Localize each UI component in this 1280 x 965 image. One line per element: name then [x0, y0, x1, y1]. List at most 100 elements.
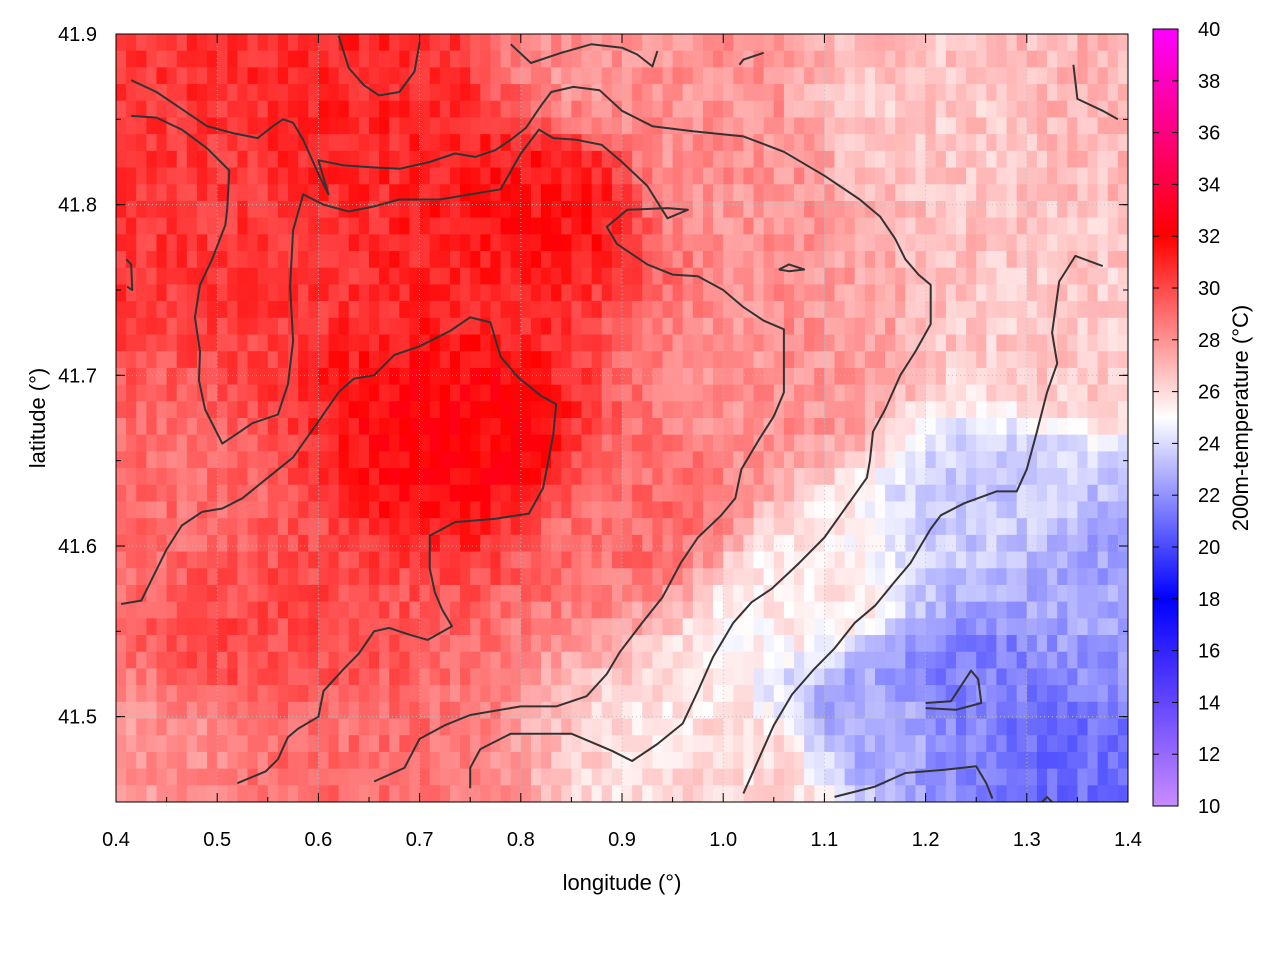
heatmap-cell — [672, 50, 684, 68]
heatmap-cell — [824, 534, 836, 553]
heatmap-cell — [146, 50, 158, 68]
heatmap-cell — [591, 701, 603, 720]
heatmap-cell — [733, 785, 745, 802]
heatmap-cell — [966, 468, 977, 486]
heatmap-cell — [895, 384, 906, 402]
heatmap-cell — [510, 551, 522, 569]
heatmap-cell — [1067, 484, 1078, 503]
heatmap-cell — [1006, 735, 1018, 753]
heatmap-cell — [682, 584, 694, 603]
heatmap-cell — [713, 84, 724, 102]
heatmap-cell — [713, 451, 724, 469]
heatmap-cell — [126, 484, 137, 503]
heatmap-cell — [369, 568, 380, 586]
heatmap-cell — [702, 751, 714, 770]
heatmap-cell — [743, 134, 755, 152]
heatmap-cell — [490, 518, 502, 536]
heatmap-cell — [348, 668, 360, 686]
heatmap-cell — [783, 34, 795, 52]
heatmap-cell — [834, 50, 846, 68]
heatmap-cell — [500, 317, 512, 336]
heatmap-cell — [267, 334, 279, 352]
heatmap-cell — [925, 317, 937, 336]
heatmap-cell — [854, 267, 866, 286]
heatmap-cell — [875, 34, 886, 52]
heatmap-cell — [672, 117, 684, 135]
heatmap-cell — [854, 284, 866, 302]
heatmap-cell — [723, 334, 734, 352]
heatmap-cell — [682, 718, 694, 736]
heatmap-cell — [1107, 100, 1119, 119]
heatmap-cell — [419, 501, 431, 519]
heatmap-cell — [581, 351, 593, 369]
heatmap-cell — [389, 301, 400, 319]
heatmap-cell — [875, 384, 886, 402]
heatmap-cell — [298, 234, 309, 252]
heatmap-cell — [632, 334, 643, 352]
heatmap-cell — [429, 484, 441, 503]
heatmap-cell — [773, 434, 785, 452]
heatmap-cell — [692, 534, 704, 553]
heatmap-cell — [854, 150, 866, 169]
heatmap-cell — [875, 584, 886, 603]
heatmap-cell — [541, 751, 552, 770]
heatmap-cell — [176, 401, 188, 419]
heatmap-cell — [146, 568, 158, 586]
heatmap-cell — [905, 768, 917, 786]
heatmap-cell — [318, 267, 330, 286]
heatmap-cell — [885, 67, 896, 85]
heatmap-cell — [480, 117, 492, 135]
heatmap-cell — [439, 768, 451, 786]
heatmap-cell — [227, 384, 239, 402]
heatmap-cell — [480, 568, 492, 586]
heatmap-cell — [591, 451, 603, 469]
heatmap-cell — [713, 267, 724, 286]
heatmap-cell — [409, 67, 421, 85]
heatmap-cell — [783, 685, 795, 703]
heatmap-cell — [227, 601, 239, 619]
heatmap-cell — [925, 651, 937, 670]
heatmap-cell — [1117, 718, 1128, 736]
heatmap-cell — [166, 751, 178, 770]
heatmap-cell — [601, 584, 613, 603]
heatmap-cell — [530, 117, 542, 135]
heatmap-cell — [449, 150, 461, 169]
heatmap-cell — [318, 234, 330, 252]
heatmap-cell — [318, 351, 330, 369]
heatmap-cell — [723, 618, 734, 636]
heatmap-cell — [692, 601, 704, 619]
heatmap-cell — [601, 484, 613, 503]
heatmap-cell — [844, 468, 856, 486]
heatmap-cell — [1117, 601, 1128, 619]
heatmap-cell — [480, 251, 492, 269]
heatmap-cell — [176, 685, 188, 703]
heatmap-cell — [773, 167, 785, 185]
heatmap-cell — [935, 735, 947, 753]
heatmap-cell — [723, 367, 734, 386]
heatmap-cell — [419, 401, 431, 419]
heatmap-cell — [976, 551, 987, 569]
heatmap-cell — [1087, 117, 1099, 135]
heatmap-cell — [945, 434, 957, 452]
heatmap-cell — [864, 184, 876, 202]
heatmap-cell — [277, 150, 289, 169]
heatmap-cell — [783, 84, 795, 102]
heatmap-cell — [814, 701, 825, 720]
heatmap-cell — [622, 234, 633, 252]
heatmap-cell — [804, 267, 815, 286]
heatmap-cell — [996, 117, 1008, 135]
heatmap-cell — [277, 484, 289, 503]
x-tick-label: 1.0 — [709, 829, 737, 851]
heatmap-cell — [794, 434, 805, 452]
heatmap-cell — [662, 668, 674, 686]
heatmap-cell — [288, 651, 299, 670]
heatmap-cell — [854, 468, 866, 486]
heatmap-cell — [783, 451, 795, 469]
heatmap-cell — [854, 568, 866, 586]
heatmap-cell — [611, 451, 623, 469]
heatmap-cell — [1097, 701, 1109, 720]
heatmap-cell — [399, 751, 411, 770]
heatmap-cell — [1016, 584, 1028, 603]
heatmap-cell — [976, 301, 987, 319]
heatmap-cell — [338, 751, 350, 770]
